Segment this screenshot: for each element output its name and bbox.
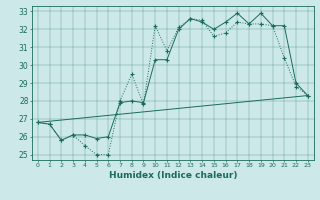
X-axis label: Humidex (Indice chaleur): Humidex (Indice chaleur) xyxy=(108,171,237,180)
